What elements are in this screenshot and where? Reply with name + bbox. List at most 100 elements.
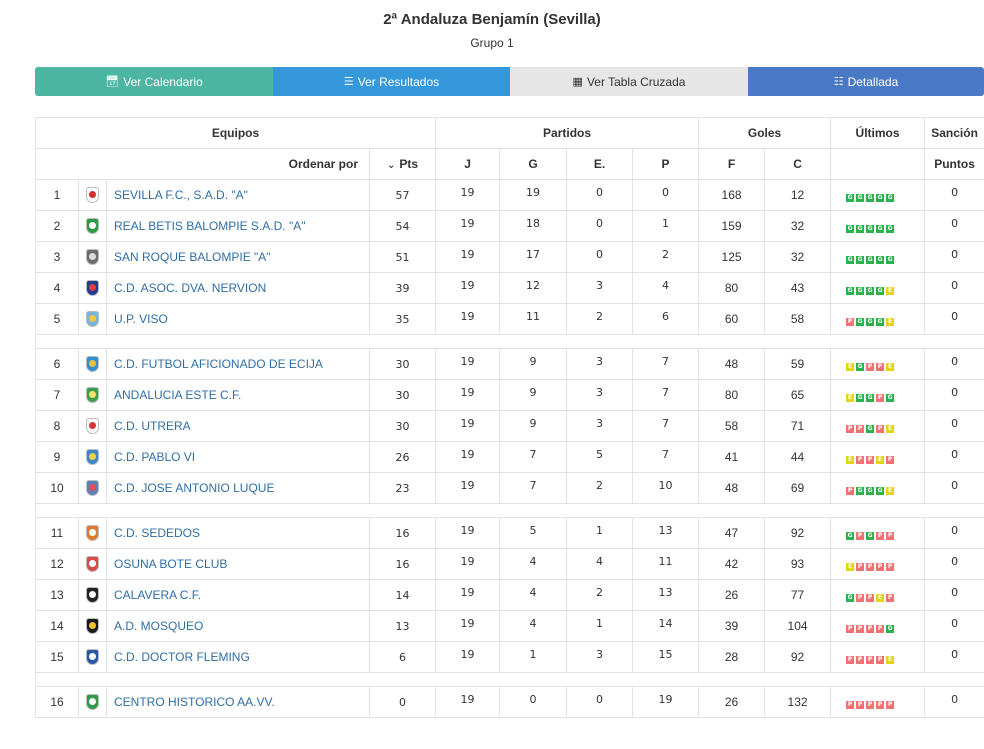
group-spacer-row bbox=[36, 335, 984, 349]
team-crest-icon[interactable] bbox=[85, 311, 100, 328]
lost-cell: 0 bbox=[633, 180, 699, 211]
team-name-link[interactable]: A.D. MOSQUEO bbox=[107, 611, 370, 642]
result-badge: P bbox=[886, 563, 894, 571]
sanction-points-cell: 0 bbox=[925, 180, 984, 211]
team-crest-icon[interactable] bbox=[85, 480, 100, 497]
result-badge: G bbox=[876, 287, 884, 295]
team-name-link[interactable]: C.D. FUTBOL AFICIONADO DE ECIJA bbox=[107, 349, 370, 380]
calendar-button[interactable]: 📅︎ Ver Calendario bbox=[35, 67, 273, 96]
goals-against-cell: 104 bbox=[765, 611, 831, 642]
position-cell: 5 bbox=[36, 304, 79, 335]
result-badge: G bbox=[846, 225, 854, 233]
team-crest-icon[interactable] bbox=[85, 525, 100, 542]
result-badge: P bbox=[856, 532, 864, 540]
team-crest-icon[interactable] bbox=[85, 280, 100, 297]
goals-against-cell: 71 bbox=[765, 411, 831, 442]
sanction-points-cell: 0 bbox=[925, 687, 984, 718]
drawn-cell: 1 bbox=[567, 611, 633, 642]
drawn-cell: 0 bbox=[567, 242, 633, 273]
team-crest-icon[interactable] bbox=[85, 556, 100, 573]
sanction-points-cell: 0 bbox=[925, 380, 984, 411]
goals-against-cell: 43 bbox=[765, 273, 831, 304]
team-crest-icon[interactable] bbox=[85, 449, 100, 466]
spacer-cell bbox=[36, 504, 984, 518]
team-name-link[interactable]: CALAVERA C.F. bbox=[107, 580, 370, 611]
won-cell: 1 bbox=[500, 642, 567, 673]
sort-pts-header[interactable]: ⌄Pts bbox=[370, 149, 436, 180]
result-badge: G bbox=[866, 318, 874, 326]
team-name-link[interactable]: C.D. DOCTOR FLEMING bbox=[107, 642, 370, 673]
result-badge: E bbox=[846, 394, 854, 402]
goals-for-cell: 39 bbox=[699, 611, 765, 642]
team-crest-icon[interactable] bbox=[85, 218, 100, 235]
team-name-link[interactable]: C.D. PABLO VI bbox=[107, 442, 370, 473]
sanction-points-cell: 0 bbox=[925, 642, 984, 673]
result-badge: G bbox=[846, 594, 854, 602]
goals-for-cell: 159 bbox=[699, 211, 765, 242]
crest-cell bbox=[79, 349, 107, 380]
team-name-link[interactable]: OSUNA BOTE CLUB bbox=[107, 549, 370, 580]
team-name-link[interactable]: C.D. SEDEDOS bbox=[107, 518, 370, 549]
detailed-list-icon: ☷ bbox=[834, 75, 844, 88]
position-cell: 11 bbox=[36, 518, 79, 549]
goals-for-cell: 60 bbox=[699, 304, 765, 335]
goals-against-cell: 92 bbox=[765, 642, 831, 673]
result-badge: P bbox=[856, 701, 864, 709]
result-badge: P bbox=[876, 425, 884, 433]
ultimos-header: Últimos bbox=[831, 118, 925, 149]
result-badge: P bbox=[846, 425, 854, 433]
team-crest-icon[interactable] bbox=[85, 587, 100, 604]
team-name-link[interactable]: CENTRO HISTORICO AA.VV. bbox=[107, 687, 370, 718]
group-spacer-row bbox=[36, 673, 984, 687]
results-button[interactable]: ☰ Ver Resultados bbox=[273, 67, 510, 96]
result-badge: G bbox=[846, 256, 854, 264]
sanction-points-cell: 0 bbox=[925, 242, 984, 273]
team-name-link[interactable]: ANDALUCIA ESTE C.F. bbox=[107, 380, 370, 411]
f-header: F bbox=[699, 149, 765, 180]
result-badge: G bbox=[866, 487, 874, 495]
won-cell: 9 bbox=[500, 349, 567, 380]
cross-table-button[interactable]: ▦ Ver Tabla Cruzada bbox=[510, 67, 748, 96]
played-cell: 19 bbox=[436, 473, 500, 504]
crest-cell bbox=[79, 580, 107, 611]
team-name-link[interactable]: U.P. VISO bbox=[107, 304, 370, 335]
lost-cell: 19 bbox=[633, 687, 699, 718]
team-crest-icon[interactable] bbox=[85, 187, 100, 204]
played-cell: 19 bbox=[436, 442, 500, 473]
team-crest-icon[interactable] bbox=[85, 387, 100, 404]
result-badge: G bbox=[866, 287, 874, 295]
team-name-link[interactable]: C.D. JOSE ANTONIO LUQUE bbox=[107, 473, 370, 504]
team-name-link[interactable]: SEVILLA F.C., S.A.D. "A" bbox=[107, 180, 370, 211]
chevron-down-icon: ⌄ bbox=[387, 160, 395, 171]
team-name-link[interactable]: C.D. ASOC. DVA. NERVION bbox=[107, 273, 370, 304]
team-crest-icon[interactable] bbox=[85, 356, 100, 373]
team-crest-icon[interactable] bbox=[85, 618, 100, 635]
played-cell: 19 bbox=[436, 380, 500, 411]
pts-cell: 30 bbox=[370, 380, 436, 411]
team-name-link[interactable]: REAL BETIS BALOMPIE S.A.D. "A" bbox=[107, 211, 370, 242]
lost-cell: 6 bbox=[633, 304, 699, 335]
played-cell: 19 bbox=[436, 687, 500, 718]
crest-cell bbox=[79, 411, 107, 442]
team-crest-icon[interactable] bbox=[85, 249, 100, 266]
partidos-header: Partidos bbox=[436, 118, 699, 149]
detailed-button[interactable]: ☷ Detallada bbox=[748, 67, 984, 96]
position-cell: 16 bbox=[36, 687, 79, 718]
team-crest-icon[interactable] bbox=[85, 694, 100, 711]
position-cell: 13 bbox=[36, 580, 79, 611]
won-cell: 17 bbox=[500, 242, 567, 273]
team-crest-icon[interactable] bbox=[85, 649, 100, 666]
team-crest-icon[interactable] bbox=[85, 418, 100, 435]
team-name-link[interactable]: C.D. UTRERA bbox=[107, 411, 370, 442]
pts-cell: 30 bbox=[370, 411, 436, 442]
crest-cell bbox=[79, 273, 107, 304]
lost-cell: 13 bbox=[633, 518, 699, 549]
team-name-link[interactable]: SAN ROQUE BALOMPIE "A" bbox=[107, 242, 370, 273]
